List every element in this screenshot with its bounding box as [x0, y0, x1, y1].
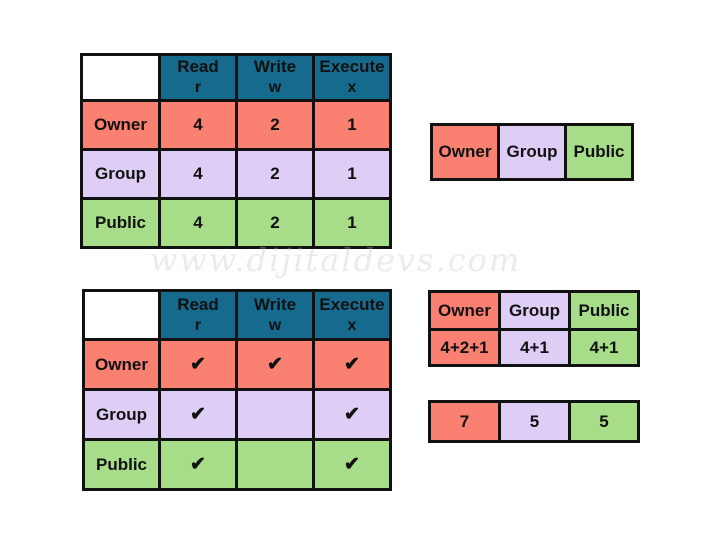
sum-owner-value: 4+2+1: [428, 328, 501, 367]
column-header-execute-letter: x: [347, 316, 357, 334]
entity-strip: Owner Group Public: [430, 123, 634, 181]
entity-group-cell: Group: [497, 123, 567, 181]
sum-header-public: Public: [568, 290, 640, 331]
column-header-read-letter: r: [194, 79, 202, 97]
octal-owner-write: 2: [235, 99, 315, 151]
column-header-write: Write w: [235, 53, 315, 102]
result-owner-cell: 7: [428, 400, 501, 443]
column-header-execute-letter: x: [347, 79, 357, 97]
row-label-public: Public: [80, 197, 161, 249]
octal-public-execute: 1: [312, 197, 392, 249]
column-header-read-title: Read: [177, 57, 219, 77]
octal-public-read: 4: [158, 197, 238, 249]
column-header-read-title: Read: [177, 294, 219, 314]
check-public-execute: ✔: [312, 438, 392, 491]
column-header-read-letter: r: [194, 316, 202, 334]
octal-owner-read: 4: [158, 99, 238, 151]
column-header-write-title: Write: [253, 294, 297, 314]
octal-row-owner: Owner 4 2 1: [80, 99, 392, 151]
check-row-group: Group ✔ ✔: [82, 388, 392, 441]
sum-header-row: Owner Group Public: [428, 290, 640, 331]
octal-group-write: 2: [235, 148, 315, 200]
octal-owner-execute: 1: [312, 99, 392, 151]
check-marks-table: Read r Write w Execute x Owner ✔ ✔ ✔ Gro…: [82, 289, 392, 491]
entity-owner-cell: Owner: [430, 123, 500, 181]
check-row-public: Public ✔ ✔: [82, 438, 392, 491]
entity-public-cell: Public: [564, 123, 634, 181]
column-header-execute-title: Execute: [319, 294, 385, 314]
octal-public-write: 2: [235, 197, 315, 249]
result-public-cell: 5: [568, 400, 640, 443]
result-group-cell: 5: [498, 400, 571, 443]
column-header-write-letter: w: [268, 79, 282, 97]
check-group-read: ✔: [158, 388, 238, 441]
sum-header-group: Group: [498, 290, 571, 331]
row-label-owner: Owner: [80, 99, 161, 151]
check-row-owner: Owner ✔ ✔ ✔: [82, 338, 392, 391]
column-header-write: Write w: [235, 289, 315, 341]
check-group-execute: ✔: [312, 388, 392, 441]
row-label-owner: Owner: [82, 338, 161, 391]
column-header-read: Read r: [158, 53, 238, 102]
check-owner-write: ✔: [235, 338, 315, 391]
column-header-read: Read r: [158, 289, 238, 341]
octal-row-group: Group 4 2 1: [80, 148, 392, 200]
sum-header-owner: Owner: [428, 290, 501, 331]
column-header-write-letter: w: [268, 316, 282, 334]
check-public-write: [235, 438, 315, 491]
check-group-write: [235, 388, 315, 441]
sum-values-row: 4+2+1 4+1 4+1: [428, 328, 640, 367]
column-header-execute-title: Execute: [319, 57, 385, 77]
octal-values-table: Read r Write w Execute x Owner 4 2 1 Gro…: [80, 53, 392, 249]
column-header-execute: Execute x: [312, 53, 392, 102]
sum-table: Owner Group Public 4+2+1 4+1 4+1: [428, 290, 640, 367]
octal-group-read: 4: [158, 148, 238, 200]
empty-corner-cell: [80, 53, 161, 102]
check-public-read: ✔: [158, 438, 238, 491]
octal-group-execute: 1: [312, 148, 392, 200]
row-label-group: Group: [82, 388, 161, 441]
row-label-public: Public: [82, 438, 161, 491]
empty-corner-cell: [82, 289, 161, 341]
column-header-write-title: Write: [253, 57, 297, 77]
check-owner-execute: ✔: [312, 338, 392, 391]
row-label-group: Group: [80, 148, 161, 200]
result-strip: 7 5 5: [428, 400, 640, 443]
sum-group-value: 4+1: [498, 328, 571, 367]
check-owner-read: ✔: [158, 338, 238, 391]
column-header-execute: Execute x: [312, 289, 392, 341]
sum-public-value: 4+1: [568, 328, 640, 367]
octal-row-public: Public 4 2 1: [80, 197, 392, 249]
